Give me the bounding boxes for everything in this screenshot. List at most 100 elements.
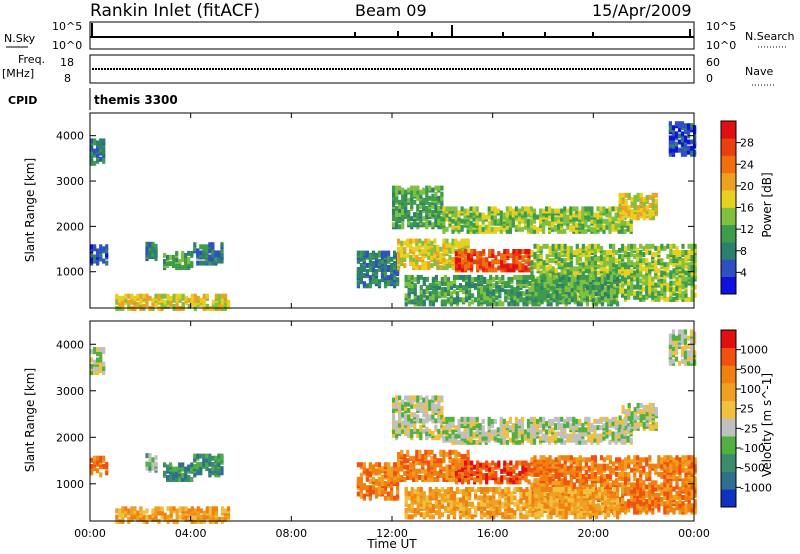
data-cell <box>587 264 591 270</box>
data-cell <box>387 254 391 260</box>
data-cell <box>675 245 679 251</box>
data-cell <box>572 212 576 218</box>
data-cell <box>415 246 419 252</box>
data-cell <box>406 252 410 258</box>
data-cell <box>196 510 200 516</box>
data-cell <box>154 461 158 467</box>
data-cell <box>516 274 520 280</box>
data-cell <box>387 462 391 468</box>
data-cell <box>496 427 500 433</box>
data-cell <box>671 135 676 141</box>
data-cell <box>499 437 503 443</box>
data-cell <box>401 220 405 226</box>
data-cell <box>513 301 517 307</box>
data-cell <box>440 185 444 191</box>
data-cell <box>99 138 103 144</box>
data-cell <box>590 427 594 433</box>
data-cell <box>536 427 540 433</box>
data-cell <box>515 263 519 269</box>
data-cell <box>639 196 643 202</box>
data-cell <box>434 214 438 220</box>
data-cell <box>524 253 528 259</box>
data-cell <box>169 512 173 518</box>
data-cell <box>397 238 401 244</box>
data-cell <box>127 303 131 309</box>
data-cell <box>400 246 404 252</box>
data-cell <box>500 253 504 259</box>
data-cell <box>422 289 426 295</box>
data-cell <box>495 301 499 307</box>
data-cell <box>693 258 697 264</box>
data-cell <box>569 224 573 230</box>
data-cell <box>481 212 485 218</box>
data-cell <box>594 276 598 282</box>
data-cell <box>482 249 486 254</box>
data-cell <box>490 435 494 441</box>
data-cell <box>398 395 402 401</box>
data-cell <box>590 280 594 286</box>
data-cell <box>454 226 458 232</box>
data-cell <box>457 240 461 246</box>
data-cell <box>599 245 604 251</box>
data-cell <box>680 137 685 143</box>
data-cell <box>446 297 451 303</box>
data-cell <box>121 295 125 301</box>
data-cell <box>630 196 634 202</box>
data-cell <box>642 207 646 213</box>
data-cell <box>693 264 697 270</box>
data-cell <box>654 192 658 198</box>
data-cell <box>584 245 588 251</box>
data-cell <box>608 270 613 276</box>
data-cell <box>96 455 100 461</box>
data-cell <box>457 439 461 445</box>
data-cell <box>693 149 697 155</box>
data-cell <box>468 301 472 307</box>
data-cell <box>190 514 194 520</box>
data-cell <box>594 297 598 303</box>
data-cell <box>470 263 474 269</box>
data-cell <box>618 284 622 290</box>
data-cell <box>407 299 411 305</box>
data-cell <box>471 283 475 289</box>
data-cell <box>451 416 455 422</box>
data-cell <box>539 264 543 270</box>
data-cell <box>599 260 604 266</box>
data-cell <box>624 198 628 204</box>
data-cell <box>416 203 420 209</box>
data-cell <box>421 240 425 246</box>
data-cell <box>148 457 152 463</box>
data-cell <box>584 268 588 274</box>
data-cell <box>368 485 372 491</box>
data-cell <box>511 435 515 441</box>
data-cell <box>397 250 401 256</box>
data-cell <box>542 266 546 272</box>
scatter-region <box>90 455 109 478</box>
data-cell <box>368 462 372 468</box>
data-cell <box>611 435 615 441</box>
scatter-region <box>356 250 400 289</box>
data-cell <box>483 295 487 301</box>
data-cell <box>466 238 470 244</box>
data-cell <box>397 254 401 260</box>
data-cell <box>503 263 507 269</box>
data-cell <box>415 460 419 466</box>
data-cell <box>356 258 360 264</box>
data-cell <box>602 262 607 268</box>
data-cell <box>536 478 540 484</box>
data-cell <box>472 206 476 212</box>
data-cell <box>505 433 509 439</box>
data-cell <box>554 416 558 422</box>
data-cell <box>431 222 435 228</box>
data-cell <box>419 203 423 209</box>
data-cell <box>524 471 528 476</box>
data-cell <box>680 121 685 127</box>
data-cell <box>597 291 602 297</box>
data-cell <box>430 456 434 462</box>
colorbar-swatch <box>721 207 736 226</box>
data-cell <box>512 464 516 470</box>
data-cell <box>448 242 452 248</box>
data-cell <box>407 401 411 407</box>
scatter-region <box>193 242 224 266</box>
data-cell <box>368 472 372 478</box>
data-cell <box>578 433 582 439</box>
